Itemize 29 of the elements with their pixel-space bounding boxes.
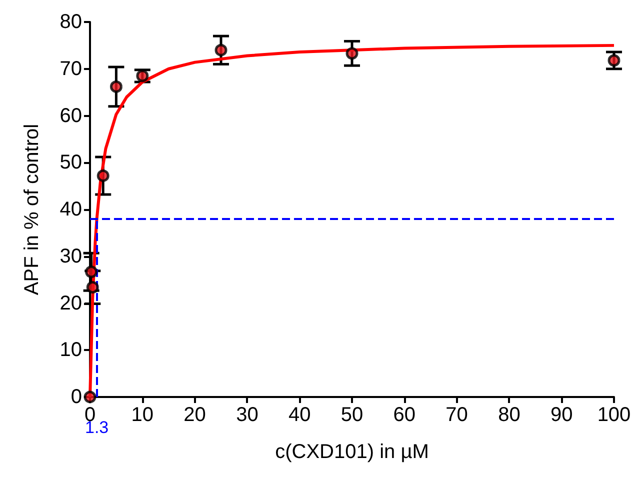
point — [110, 80, 122, 93]
point — [608, 54, 620, 67]
x-tick-label: 90 — [550, 404, 573, 426]
x-tick-label: 10 — [131, 404, 154, 426]
y-tick-label: 0 — [70, 386, 82, 408]
y-tick-label: 80 — [60, 11, 82, 33]
y-tick-label: 70 — [60, 58, 82, 80]
x-tick-label: 60 — [393, 404, 416, 426]
x-tick-label: 50 — [340, 404, 364, 426]
x-tick-label: 20 — [184, 404, 206, 426]
y-tick-label: 50 — [60, 152, 82, 174]
point — [84, 390, 96, 404]
y-tick-label: 40 — [60, 198, 82, 220]
x-tick-label: 70 — [446, 404, 468, 426]
point — [96, 170, 110, 182]
x-tick-label: 80 — [498, 404, 520, 426]
point — [346, 47, 358, 60]
point — [86, 281, 99, 294]
x-tick-label: 100 — [597, 404, 631, 426]
x-tick-label: 30 — [236, 404, 258, 426]
point — [214, 44, 228, 56]
y-tick-label: 60 — [60, 104, 82, 127]
x-tick-label: 40 — [288, 404, 311, 426]
y-tick-label: 10 — [60, 339, 82, 362]
y-tick-label: 20 — [60, 292, 82, 314]
point — [85, 266, 98, 278]
y-tick-label: 30 — [60, 245, 82, 268]
y-axis-title: APF in % of control — [21, 124, 43, 296]
x-axis-title: c(CXD101) in µM — [275, 441, 429, 463]
